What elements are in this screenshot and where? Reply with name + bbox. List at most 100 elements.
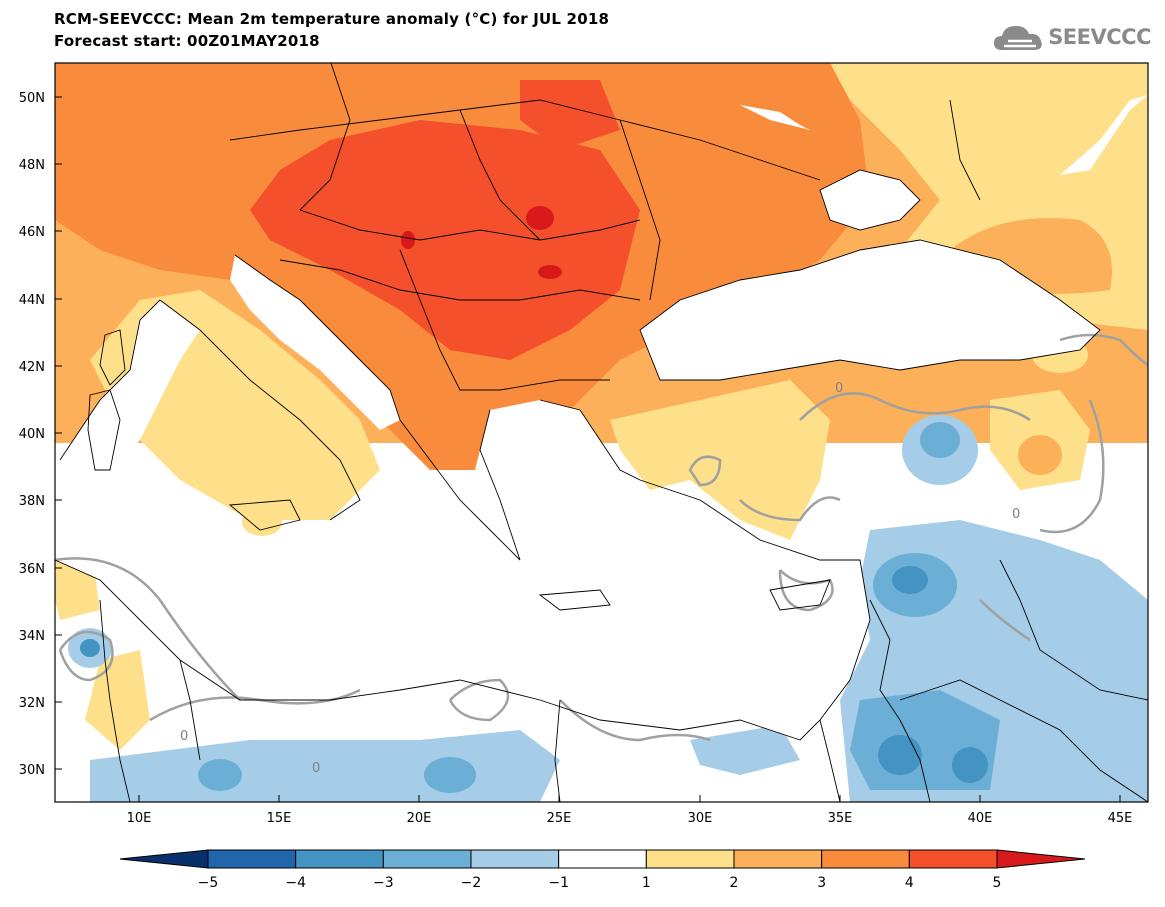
coastline [159, 299, 361, 521]
zero-contour-line [559, 699, 711, 742]
coastline [538, 589, 611, 611]
border [279, 259, 641, 301]
coastline [639, 239, 1101, 381]
lat-tick-label: 44N [19, 293, 45, 308]
coastline [55, 559, 801, 741]
cloud-icon [994, 26, 1042, 50]
lon-tick-label: 10E [127, 811, 152, 826]
lon-tick-label: 30E [688, 811, 713, 826]
zero-contour-line [688, 455, 722, 487]
field-minus2to3-libya-b [424, 757, 476, 793]
colorbar-label: −5 [198, 875, 219, 891]
logo-text: SEEVCCC [1048, 25, 1151, 49]
colorbar-segment [733, 849, 823, 869]
border [619, 119, 661, 301]
colorbar-label: −4 [285, 875, 306, 891]
field-minus2to3-libya-a [198, 759, 242, 791]
field-4to5-north [520, 80, 620, 150]
zero-contour-line [448, 678, 510, 722]
border [869, 599, 931, 802]
colorbar-label: 3 [817, 875, 826, 891]
coastline [228, 499, 301, 531]
colorbar-label: 1 [642, 875, 651, 891]
field-above5-b [538, 265, 562, 279]
colorbar-extend-high [996, 849, 1086, 869]
anomaly-fields [55, 63, 1148, 802]
black-sea [640, 240, 1100, 380]
border [229, 99, 821, 181]
border [819, 719, 841, 802]
field-4to5-core [250, 120, 640, 360]
forecast-start-label: Forecast start: 00Z01MAY2018 [54, 32, 320, 50]
border [399, 249, 610, 391]
border [99, 599, 131, 802]
field-above5-c [401, 231, 415, 249]
contour-label: 0 [312, 761, 320, 776]
border [299, 63, 351, 211]
map-title: RCM-SEEVCCC: Mean 2m temperature anomaly… [54, 10, 610, 28]
colorbar-segment [295, 849, 384, 869]
lon-tick-label: 45E [1108, 811, 1133, 826]
seevccc-logo: SEEVCCC [992, 20, 1151, 54]
contour-label: 0 [835, 381, 843, 396]
volga-river [1060, 95, 1148, 175]
colorbar-segment [470, 849, 560, 869]
zero-contour-line [58, 630, 114, 682]
coastline [399, 409, 521, 561]
mediterranean-sea [55, 420, 870, 740]
lat-tick-label: 48N [19, 158, 45, 173]
lat-tick-label: 40N [19, 427, 45, 442]
zero-contour-line [55, 557, 241, 701]
longitude-axis: 10E 15E 20E 25E 30E 35E 40E 45E [127, 795, 1133, 826]
field-minus3to4-syria [892, 566, 928, 594]
aegean-sea [470, 400, 620, 560]
coastlines-borders [55, 63, 1148, 802]
contour-label: 0 [180, 729, 188, 744]
sea-of-azov [820, 170, 920, 230]
lat-tick-label: 32N [19, 696, 45, 711]
colorbar: −5 −4 −3 −2 −1 1 2 3 4 5 [119, 849, 1086, 891]
zero-contour-line [979, 599, 1031, 642]
field-minus3to4-tunisia [80, 639, 100, 657]
colorbar-label: 5 [993, 875, 1002, 891]
contour-labels: 0 0 0 0 [180, 381, 1020, 776]
latitude-axis: 30N 32N 34N 36N 38N 40N 42N 44N 46N 48N … [19, 91, 62, 778]
lon-tick-label: 20E [407, 811, 432, 826]
border [554, 699, 561, 802]
zero-contours [55, 333, 1148, 742]
colorbar-segment [645, 849, 735, 869]
border [999, 559, 1148, 701]
coastline [99, 329, 126, 386]
zero-contour-line [1059, 333, 1148, 367]
lat-tick-label: 46N [19, 225, 45, 240]
tyrrhenian-sea [55, 300, 200, 540]
field-minus1to2-egypt [690, 725, 800, 775]
lat-tick-label: 30N [19, 763, 45, 778]
zero-contour-line [739, 496, 841, 522]
dnieper-reservoir [740, 105, 830, 140]
colorbar-label: 2 [730, 875, 739, 891]
coastline [59, 299, 161, 461]
border [459, 109, 541, 241]
adriatic-sea [230, 255, 400, 430]
coastline [819, 169, 921, 231]
lat-tick-label: 50N [19, 91, 45, 106]
field-above5-a [526, 206, 554, 230]
colorbar-segment [821, 849, 910, 869]
colorbar-segment [382, 849, 472, 869]
field-minus3to4-jordan [878, 735, 922, 775]
colorbar-segment [908, 849, 998, 869]
colorbar-label: −1 [548, 875, 569, 891]
lon-tick-label: 40E [968, 811, 993, 826]
colorbar-label: −3 [373, 875, 394, 891]
lat-tick-label: 38N [19, 494, 45, 509]
colorbar-segment [558, 849, 647, 869]
colorbar-segment [207, 849, 297, 869]
contour-label: 0 [1012, 507, 1020, 522]
colorbar-label: 4 [905, 875, 914, 891]
lat-tick-label: 42N [19, 360, 45, 375]
colorbar-label: −2 [461, 875, 482, 891]
lat-tick-label: 34N [19, 629, 45, 644]
zero-contour-line [778, 569, 834, 612]
